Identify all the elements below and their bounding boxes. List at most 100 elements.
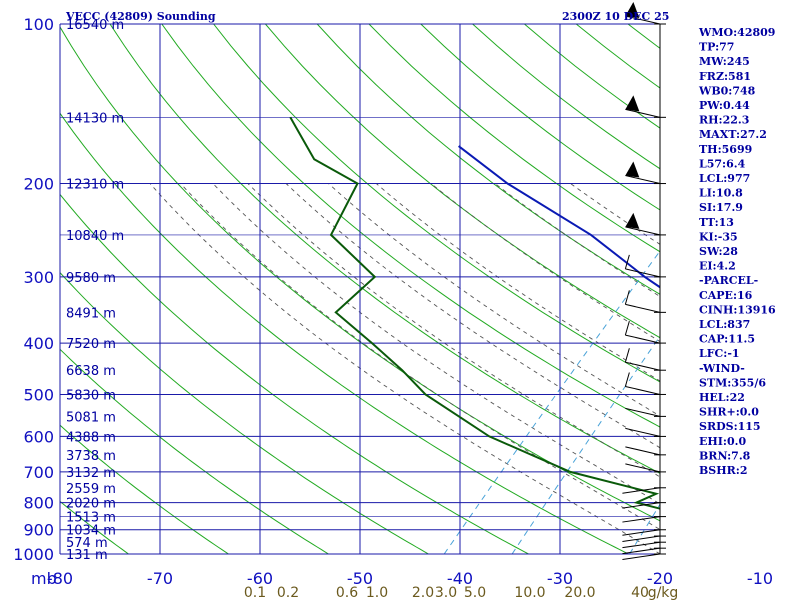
- mixing-ratio-tick-label: 0.2: [277, 585, 299, 600]
- index-line: STM:355/6: [699, 376, 766, 389]
- index-line: -PARCEL-: [699, 274, 758, 287]
- wind-barb: [624, 348, 661, 371]
- wind-barb-shaft: [622, 529, 661, 536]
- mixing-ratio-tick-label: 0.6: [336, 585, 358, 600]
- index-line: LFC:-1: [699, 347, 740, 360]
- height-label: 2559 m: [66, 482, 116, 497]
- wind-barb: [622, 541, 661, 549]
- dewpoint-trace: [289, 116, 660, 510]
- wind-barb-feather: [624, 290, 630, 305]
- moist-adiabat-line: [285, 183, 660, 449]
- height-label: 2020 m: [66, 497, 116, 512]
- index-line: L57:6.4: [699, 157, 746, 170]
- wind-barb: [624, 254, 661, 278]
- wind-barb-feather: [624, 320, 630, 336]
- wind-barb-shaft: [622, 535, 661, 543]
- height-label: 1034 m: [66, 524, 116, 539]
- mixing-ratio-tick-label: 20.0: [564, 585, 595, 600]
- mixing-ratio-line: [629, 503, 660, 554]
- moist-adiabat-line: [149, 183, 660, 554]
- moist-adiabat-line: [328, 183, 660, 417]
- wind-barb: [622, 516, 661, 523]
- index-line: TP:77: [699, 41, 734, 54]
- mixing-ratio-tick-label: 10.0: [514, 585, 545, 600]
- temperature-tick-label: -70: [147, 569, 173, 588]
- dry-adiabat-line: [60, 26, 660, 522]
- moist-adiabat-line: [212, 183, 660, 505]
- mixing-ratio-tick-label: 2.0: [412, 585, 434, 600]
- height-label: 6638 m: [66, 364, 116, 379]
- wind-barb-shaft: [625, 175, 661, 185]
- pressure-tick-label: 1000: [13, 545, 54, 564]
- wind-barb-shaft: [622, 553, 661, 560]
- height-label: 16540 m: [66, 18, 124, 33]
- wind-barb-feather: [624, 348, 630, 363]
- wind-barb: [625, 463, 661, 473]
- wind-barb-shaft: [625, 407, 661, 417]
- mixing-ratio-tick-label: g/kg: [648, 585, 679, 600]
- mixing-ratio-lines: [443, 250, 660, 554]
- height-label: 5830 m: [66, 388, 116, 403]
- height-label: 9580 m: [66, 271, 116, 286]
- height-label: 4388 m: [66, 430, 116, 445]
- pressure-tick-label: 400: [23, 334, 54, 353]
- isotherms: [159, 24, 561, 554]
- temperature-tick-label: -50: [347, 569, 373, 588]
- wind-barb-shaft: [622, 516, 661, 523]
- wind-barb-feather: [624, 254, 630, 270]
- wind-barb-shaft: [622, 487, 661, 494]
- height-label: 3738 m: [66, 449, 116, 464]
- mixing-ratio-line: [443, 250, 660, 554]
- index-line: RH:22.3: [699, 114, 749, 127]
- pressure-tick-label: 700: [23, 463, 54, 482]
- dry-adiabat-line: [783, 24, 800, 554]
- height-label: 1513 m: [66, 511, 116, 526]
- height-label: 5081 m: [66, 410, 116, 425]
- dry-adiabat-line: [109, 24, 660, 474]
- index-line: HEL:22: [699, 391, 745, 404]
- wind-barb: [622, 535, 661, 543]
- wind-barb-shaft: [622, 541, 661, 549]
- index-line: MAXT:27.2: [699, 128, 767, 141]
- index-line: TH:5699: [699, 143, 752, 156]
- wind-barb-shaft: [622, 547, 661, 555]
- temperature-tick-label: -30: [547, 569, 573, 588]
- mixing-ratio-tick-label: 3.0: [435, 585, 457, 600]
- wind-barb-shaft: [625, 385, 661, 395]
- wind-barb: [624, 290, 661, 313]
- wind-barb: [622, 529, 661, 536]
- wind-barb-pennant: [625, 212, 640, 229]
- height-label: 131 m: [66, 548, 108, 563]
- wind-barb-shaft: [622, 502, 661, 509]
- index-line: LI:10.8: [699, 187, 743, 200]
- sounding-profiles: [289, 116, 660, 510]
- index-line: BSHR:2: [699, 464, 748, 477]
- wind-barb: [625, 2, 661, 25]
- wind-barb-shaft: [625, 463, 661, 473]
- wind-barb-shaft: [625, 427, 661, 437]
- index-line: LCL:977: [699, 172, 750, 185]
- pressure-axis: 100 200 300 400 500 600 700 800 900 1000: [13, 15, 54, 564]
- index-line: EHI:0.0: [699, 435, 746, 448]
- wind-barb: [622, 553, 661, 560]
- pressure-tick-label: 800: [23, 494, 54, 513]
- wind-barb: [622, 502, 661, 509]
- index-line: MW:245: [699, 55, 750, 68]
- wind-barb: [625, 407, 661, 417]
- wind-barb-shaft: [625, 108, 661, 118]
- index-line: WB0:748: [698, 84, 756, 97]
- height-label: 8491 m: [66, 306, 116, 321]
- wind-barb: [625, 212, 661, 236]
- wind-barb: [625, 427, 661, 437]
- pressure-tick-label: 200: [23, 175, 54, 194]
- wind-barb: [625, 95, 661, 118]
- height-label: 574 m: [66, 536, 108, 551]
- wind-barb-shaft: [625, 268, 661, 278]
- moist-adiabat-line: [769, 184, 800, 555]
- index-line: FRZ:581: [699, 70, 751, 83]
- wind-barb-shaft: [625, 334, 661, 344]
- pressure-unit-label: mb: [31, 569, 57, 588]
- height-label: 10840 m: [66, 229, 124, 244]
- dry-adiabats: [60, 24, 800, 554]
